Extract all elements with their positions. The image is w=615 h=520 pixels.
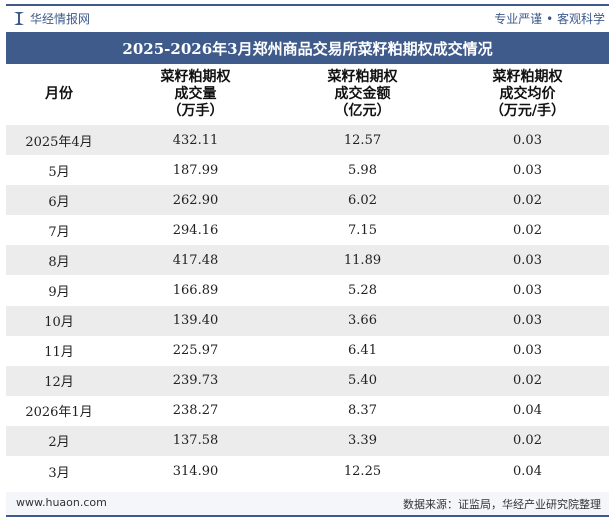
table-row: 12月 239.73 5.40 0.02: [6, 365, 609, 396]
table-cell: 3.39: [279, 425, 446, 457]
table-cell: 238.27: [172, 403, 219, 419]
table-cell: 0.03: [513, 162, 542, 178]
table-row: 11月 225.97 6.41 0.03: [6, 336, 609, 366]
table-cell: 139.40: [112, 305, 279, 336]
table-cell: 0.02: [446, 185, 609, 216]
table-cell: 2025年4月: [6, 125, 112, 156]
table-cell: 0.02: [446, 365, 609, 396]
top-rule: [6, 4, 609, 6]
table-row: 10月 139.40 3.66 0.03: [6, 305, 609, 336]
table-cell: 7月: [48, 224, 70, 240]
column-header: 菜籽粕期权 成交均价 （万元/手）: [489, 69, 566, 119]
table-cell: 5.40: [279, 365, 446, 396]
column-header: 菜籽粕期权 成交量 （万手）: [160, 69, 231, 119]
table-cell: 225.97: [172, 343, 219, 359]
table-cell: 6.02: [279, 185, 446, 216]
table-cell: 3.66: [279, 305, 446, 336]
table-row: 9月 166.89 5.28 0.03: [6, 275, 609, 305]
table-cell: 8月: [6, 245, 112, 276]
column-header: 月份: [45, 86, 73, 102]
table-cell: 3月: [48, 465, 70, 481]
table-cell: 0.03: [513, 343, 542, 359]
table-cell: 0.03: [446, 245, 609, 276]
footer: www.huaon.com 数据来源：证监局，华经产业研究院整理: [6, 492, 609, 516]
table-cell: 8.37: [348, 403, 377, 419]
table-cell: 12月: [6, 365, 112, 396]
table-cell: 0.03: [513, 283, 542, 299]
table-cell: 0.02: [446, 425, 609, 457]
table-cell: 432.11: [112, 125, 279, 156]
column-header: 菜籽粕期权 成交金额 （亿元）: [327, 69, 398, 119]
table-row: 7月 294.16 7.15 0.02: [6, 215, 609, 245]
table-cell: 0.02: [513, 222, 542, 238]
table-row: 6月 262.90 6.02 0.02: [6, 185, 609, 216]
table-cell: 0.03: [446, 125, 609, 156]
table-cell: 6月: [6, 185, 112, 216]
table-row: 2025年4月 432.11 12.57 0.03: [6, 125, 609, 156]
table-cell: 10月: [6, 305, 112, 336]
table-cell: 166.89: [172, 283, 219, 299]
table-cell: 187.99: [172, 162, 219, 178]
table-cell: 137.58: [112, 425, 279, 457]
table-cell: 0.04: [513, 463, 542, 479]
table-cell: 0.04: [513, 403, 542, 419]
table-cell: 7.15: [348, 222, 377, 238]
table-cell: 239.73: [112, 365, 279, 396]
table-row: 2月 137.58 3.39 0.02: [6, 425, 609, 457]
table-cell: 11月: [44, 345, 74, 361]
brand-name: 华经情报网: [30, 12, 91, 26]
table-cell: 0.03: [446, 305, 609, 336]
website: www.huaon.com: [16, 496, 107, 509]
source-note: 数据来源：证监局，华经产业研究院整理: [403, 498, 601, 511]
table-cell: 5.28: [348, 283, 377, 299]
table-row: 8月 417.48 11.89 0.03: [6, 245, 609, 276]
table-cell: 5.98: [348, 162, 377, 178]
table-row: 3月 314.90 12.25 0.04: [6, 456, 609, 486]
header-row: 月份 菜籽粕期权 成交量 （万手） 菜籽粕期权 成交金额 （亿元） 菜籽粕期权 成交均…: [6, 64, 609, 125]
table-cell: 12.57: [279, 125, 446, 156]
table-cell: 6.41: [348, 343, 377, 359]
brand: 华经情报网: [14, 10, 90, 27]
table-cell: 417.48: [112, 245, 279, 276]
table-cell: 314.90: [172, 463, 219, 479]
logo-icon: [14, 12, 24, 25]
table-row: 5月 187.99 5.98 0.03: [6, 155, 609, 185]
table-cell: 12.25: [343, 463, 382, 479]
slogan: 专业严谨 • 客观科学: [494, 12, 605, 26]
table-cell: 5月: [48, 164, 70, 180]
table-row: 2026年1月 238.27 8.37 0.04: [6, 396, 609, 426]
table-cell: 262.90: [112, 185, 279, 216]
table-cell: 9月: [48, 285, 70, 301]
bottom-rule: [6, 515, 609, 517]
table-cell: 2026年1月: [25, 405, 93, 421]
table-cell: 11.89: [279, 245, 446, 276]
table-cell: 294.16: [172, 222, 219, 238]
data-table: 月份 菜籽粕期权 成交量 （万手） 菜籽粕期权 成交金额 （亿元） 菜籽粕期权 成交均…: [6, 64, 609, 486]
table-cell: 2月: [6, 425, 112, 457]
table-title: 2025-2026年3月郑州商品交易所菜籽粕期权成交情况: [6, 32, 609, 64]
